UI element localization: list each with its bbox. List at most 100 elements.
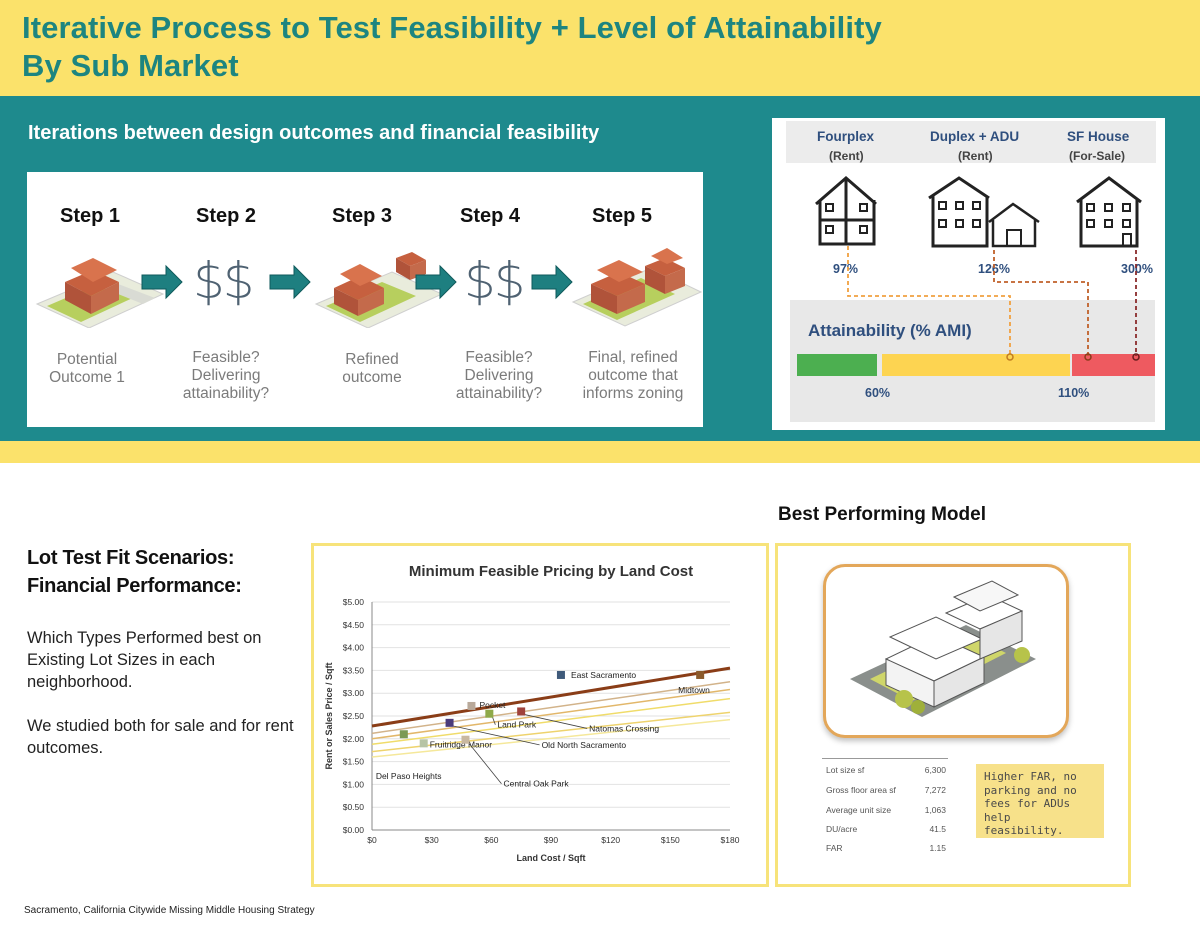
paragraph-1: Which Types Performed best on Existing L… — [27, 629, 262, 691]
chart-frame: Minimum Feasible Pricing by Land Cost $0.… — [311, 543, 769, 887]
x-tick-label: $60 — [484, 835, 498, 845]
trend-line — [371, 681, 731, 735]
x-tick-label: $0 — [367, 835, 377, 845]
data-point-label: Pocket — [479, 700, 506, 710]
data-point — [696, 670, 705, 679]
step-1-caption: Potential Outcome 1 — [49, 351, 125, 386]
model-note: Higher FAR, no parking and no fees for A… — [976, 764, 1104, 838]
y-axis-label: Rent or Sales Price / Sqft — [324, 662, 334, 769]
arrow-right-icon — [531, 264, 573, 300]
bar-mid — [882, 354, 1070, 376]
pricing-chart: Minimum Feasible Pricing by Land Cost $0.… — [324, 563, 740, 863]
lower-paragraphs: Which Types Performed best on Existing L… — [27, 627, 297, 759]
data-point-label: Natomas Crossing — [589, 723, 659, 733]
attainability-panel: Attainability (% AMI) 60% 110% — [790, 300, 1155, 422]
y-tick-label: $3.50 — [343, 665, 365, 675]
data-point — [461, 735, 470, 744]
data-point — [556, 670, 565, 679]
iterations-title: Iterations between design outcomes and f… — [28, 122, 600, 144]
trend-line — [371, 711, 731, 753]
leader-line — [491, 716, 496, 725]
y-tick-label: $3.00 — [343, 688, 365, 698]
step-5-label: Step 5 — [592, 205, 653, 227]
data-point-label: Old North Sacramento — [542, 740, 627, 750]
attainability-card: Fourplex (Rent) Duplex + ADU (Rent) SF H… — [772, 118, 1165, 430]
y-tick-label: $1.50 — [343, 757, 365, 767]
y-tick-label: $0.00 — [343, 825, 365, 835]
model-image-frame — [823, 564, 1069, 738]
step-4-label: Step 4 — [460, 205, 521, 227]
step-1-label: Step 1 — [60, 205, 121, 227]
sf-house-ami-pct: 300% — [1121, 262, 1153, 276]
y-tick-label: $0.50 — [343, 802, 365, 812]
x-tick-label: $120 — [601, 835, 620, 845]
steps-card: Step 1 Step 2 Step 3 Step 4 Step 5 $$ $$ — [27, 172, 703, 427]
data-point — [485, 709, 494, 718]
trend-line — [371, 697, 731, 746]
step-4-caption: Feasible? Delivering attainability? — [455, 349, 543, 402]
page-title-line2: By Sub Market — [22, 48, 239, 83]
type-fourplex-sub: (Rent) — [829, 149, 864, 163]
attainability-label: Attainability (% AMI) — [808, 321, 972, 340]
fourplex-icon — [815, 176, 877, 246]
stat-far: FAR 1.15 — [826, 843, 946, 853]
type-duplex-adu: Duplex + ADU — [930, 129, 1020, 144]
type-sf-house-sub: (For-Sale) — [1069, 149, 1126, 163]
page-title-line1: Iterative Process to Test Feasibility + … — [22, 10, 882, 45]
duplex-adu-icon — [928, 176, 1040, 248]
house-with-adu-icon — [314, 252, 444, 328]
y-tick-label: $4.50 — [343, 620, 365, 630]
y-tick-label: $5.00 — [343, 597, 365, 607]
data-point-label: Midtown — [678, 685, 710, 695]
leader-line — [468, 742, 502, 784]
type-sf-house: SF House — [1067, 129, 1130, 144]
stat-average-unit-size: Average unit size 1,063 — [826, 805, 946, 815]
x-tick-label: $180 — [721, 835, 740, 845]
stat-du-acre: DU/acre 41.5 — [826, 824, 946, 834]
bar-low — [797, 354, 877, 376]
x-tick-label: $30 — [425, 835, 439, 845]
y-tick-label: $2.00 — [343, 734, 365, 744]
threshold-60: 60% — [865, 386, 891, 400]
type-duplex-adu-sub: (Rent) — [958, 149, 993, 163]
model-building-illustration — [850, 580, 1036, 717]
footer-source: Sacramento, California Citywide Missing … — [24, 905, 315, 916]
trend-line — [371, 718, 731, 758]
type-fourplex: Fourplex — [817, 129, 875, 144]
title-band: Iterative Process to Test Feasibility + … — [0, 0, 1200, 96]
data-point — [467, 701, 476, 710]
data-point-label: East Sacramento — [571, 670, 636, 680]
x-tick-label: $90 — [544, 835, 558, 845]
types-header-bg — [786, 121, 1156, 163]
trend-line — [371, 688, 731, 740]
threshold-110: 110% — [1058, 386, 1090, 400]
arrow-right-icon — [269, 264, 311, 300]
y-tick-label: $1.00 — [343, 779, 365, 789]
arrow-right-icon — [141, 264, 183, 300]
house-icon — [35, 258, 165, 328]
connector-lines — [847, 246, 1140, 361]
stats-rule — [822, 758, 948, 759]
leader-line — [524, 714, 588, 729]
step-3-label: Step 3 — [332, 205, 393, 227]
data-point-label: Central Oak Park — [503, 779, 569, 789]
trend-line — [371, 666, 731, 728]
step-2-label: Step 2 — [196, 205, 257, 227]
data-point — [445, 718, 454, 727]
duplex-adu-ami-pct: 126% — [978, 262, 1010, 276]
data-point — [517, 707, 526, 716]
paragraph-2: We studied both for sale and for rent ou… — [27, 717, 294, 757]
data-point — [399, 730, 408, 739]
model-frame: Lot size sf 6,300 Gross floor area sf 7,27… — [775, 543, 1131, 887]
y-tick-label: $2.50 — [343, 711, 365, 721]
lower-heading: Lot Test Fit Scenarios: Financial Perfor… — [27, 547, 242, 597]
leader-line — [452, 725, 540, 746]
sf-house-icon — [1076, 176, 1142, 248]
step-3-caption: Refined outcome — [342, 351, 402, 386]
dollar-icon: $$ — [464, 252, 526, 310]
step-2-caption: Feasible? Delivering attainability? — [182, 349, 270, 402]
chart-title: Minimum Feasible Pricing by Land Cost — [409, 563, 693, 580]
arrow-right-icon — [415, 264, 457, 300]
data-point-label: Fruitridge Manor — [430, 739, 493, 749]
best-model-title: Best Performing Model — [778, 504, 986, 525]
